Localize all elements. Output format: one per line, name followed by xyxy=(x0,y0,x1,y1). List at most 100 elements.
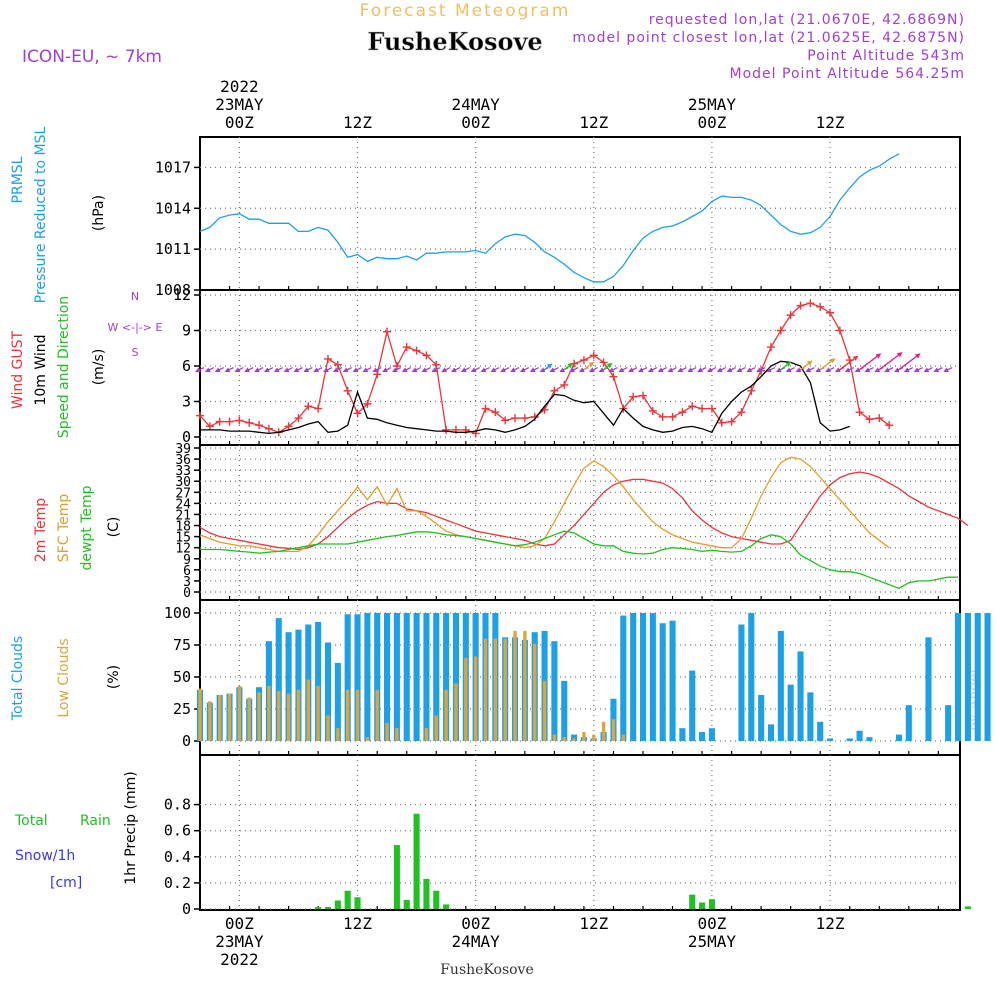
temperature-ytick-label: 15 xyxy=(175,531,191,546)
temperature-ytick-label: 30 xyxy=(175,475,191,490)
model-name: ICON-EU, ~ 7km xyxy=(22,47,162,67)
time-axis-label: 25MAY xyxy=(688,932,737,951)
clouds-bar xyxy=(925,637,932,741)
clouds-bar xyxy=(227,693,232,741)
compass-south: S xyxy=(132,346,139,359)
clouds-bar xyxy=(393,613,400,741)
time-axis-label: 24MAY xyxy=(452,932,501,951)
clouds-bar xyxy=(277,691,281,741)
wind-direction-arrow xyxy=(460,366,471,373)
wind-direction-arrow xyxy=(273,366,284,373)
gust-marker xyxy=(609,372,618,381)
clouds-bar xyxy=(433,613,440,741)
clouds-bar xyxy=(611,719,616,741)
wind-direction-arrow xyxy=(706,366,717,373)
clouds-bar xyxy=(316,685,320,741)
wind-direction-arrow xyxy=(780,361,792,371)
wind-direction-arrow xyxy=(667,366,677,373)
gust-marker xyxy=(363,399,372,408)
wind-direction-arrow xyxy=(401,366,412,373)
precip-bar xyxy=(315,907,322,909)
wind-direction-arrow xyxy=(519,366,530,373)
clouds-bar xyxy=(452,613,460,741)
gust-marker xyxy=(579,356,588,365)
gust-marker xyxy=(688,402,697,411)
wind-direction-arrow xyxy=(687,366,697,373)
gust-marker xyxy=(648,406,657,415)
clouds-bar xyxy=(601,721,606,741)
clouds-bar xyxy=(561,680,568,741)
precip-cm-label: [cm] xyxy=(50,875,82,891)
precip-bar xyxy=(964,906,971,909)
temperature-frame xyxy=(199,444,961,601)
precip-panel: 0 0.2 0.4 0.6 0.8 xyxy=(164,754,971,918)
clouds-bar xyxy=(403,613,410,741)
clouds-bar xyxy=(354,614,361,741)
clouds-bar xyxy=(395,728,399,741)
wind-direction-arrow xyxy=(254,366,264,373)
clouds-bar xyxy=(974,613,981,741)
clouds-bar xyxy=(856,730,863,741)
clouds-bar xyxy=(464,657,468,741)
clouds-bar xyxy=(551,641,558,741)
precip-bar xyxy=(344,890,351,909)
gust-marker xyxy=(294,414,303,423)
wind-direction-arrow xyxy=(608,366,618,373)
wind-direction-arrow xyxy=(480,366,490,373)
wind-direction-arrow xyxy=(342,366,352,373)
wind-direction-arrow xyxy=(549,366,559,373)
clouds-bar xyxy=(247,697,251,741)
clouds-bar xyxy=(984,613,991,741)
time-axis-label: 12Z xyxy=(816,113,845,132)
gust-marker xyxy=(550,386,559,395)
gust-marker xyxy=(343,386,352,395)
temp-2m-label: 2m Temp xyxy=(33,498,49,562)
pressure-ytick-label: 1011 xyxy=(155,240,191,258)
clouds-bar xyxy=(257,692,261,741)
pressure-panel: 1008 1011 1014 1017 xyxy=(155,136,961,299)
precip-rain-label: Rain xyxy=(80,813,111,829)
wind-direction-arrow xyxy=(800,360,813,371)
time-axis-label: 12Z xyxy=(816,914,845,933)
temperature-ytick-label: 3 xyxy=(183,575,191,590)
clouds-bar xyxy=(630,613,637,741)
time-axis-label: 00Z xyxy=(225,914,254,933)
gust-marker xyxy=(481,404,490,413)
wind-ytick-label: 6 xyxy=(182,357,191,375)
temperature-ytick-label: 6 xyxy=(183,564,191,579)
precip-bar xyxy=(433,890,440,909)
time-axis-label: 25MAY xyxy=(688,95,737,114)
wind-direction-arrow xyxy=(224,366,234,373)
wind-panel: 0 3 6 9 12 xyxy=(173,286,961,446)
wind-direction-arrow xyxy=(766,366,776,373)
wind-direction-arrow xyxy=(293,366,303,373)
gust-marker xyxy=(196,411,204,420)
wind-direction-arrow xyxy=(583,361,595,371)
pressure-label-desc: Pressure Reduced to MSL xyxy=(33,126,49,303)
wind-direction-arrow xyxy=(943,366,953,373)
wind-direction-arrow xyxy=(195,366,205,373)
wind-direction-arrow xyxy=(441,366,451,373)
precip-bar xyxy=(443,904,450,909)
temperature-ytick-label: 27 xyxy=(175,486,191,501)
precip-frame xyxy=(199,754,961,911)
pressure-frame xyxy=(199,136,961,291)
gust-marker xyxy=(491,408,500,417)
clouds-bar xyxy=(552,734,557,741)
clouds-panel: 0 25 50 75 100 xyxy=(164,599,991,756)
wind-direction-arrow xyxy=(563,362,574,371)
wind-direction-arrow xyxy=(913,366,923,373)
clouds-bar xyxy=(708,728,715,741)
gust-marker xyxy=(323,354,332,363)
clouds-bar xyxy=(503,638,507,741)
clouds-bar xyxy=(669,620,676,741)
time-axis-label: 24MAY xyxy=(452,95,501,114)
precip-bar xyxy=(324,907,332,909)
wind-wind-gust-line xyxy=(199,302,890,435)
clouds-bar xyxy=(324,642,332,741)
wind-direction-arrow xyxy=(263,366,274,373)
clouds-bar xyxy=(483,638,488,741)
precip-total-label: Total xyxy=(14,813,48,829)
wind-direction-arrow xyxy=(391,366,402,373)
clouds-bar xyxy=(689,670,696,741)
